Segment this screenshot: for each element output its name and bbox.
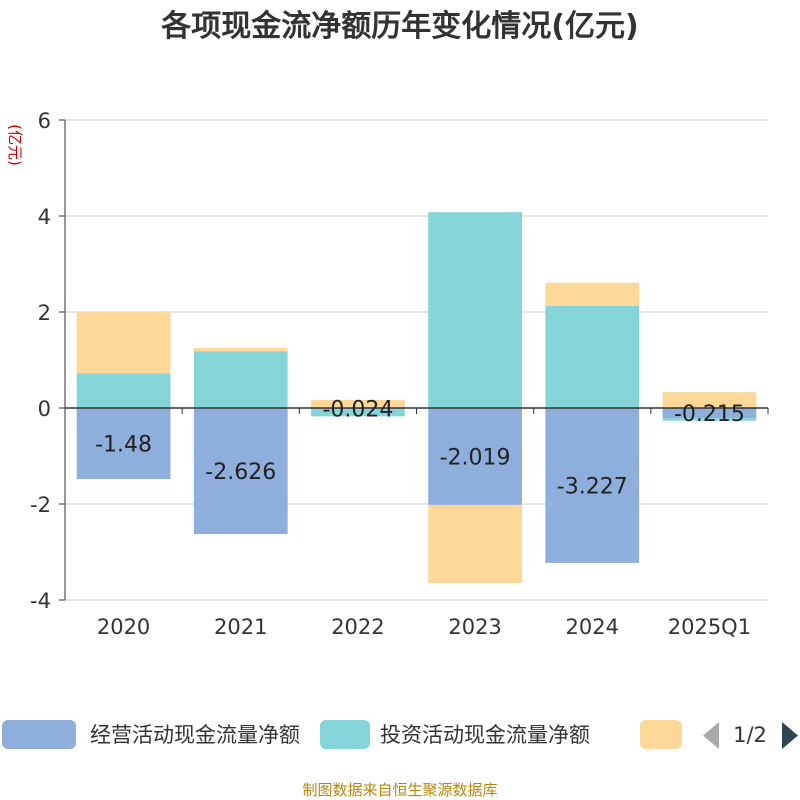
chart-title: 各项现金流净额历年变化情况(亿元)	[160, 9, 638, 44]
bar-2021-series-1	[193, 351, 288, 408]
y-axis-unit: (亿元)	[6, 124, 24, 166]
x-tick-label: 2021	[214, 615, 267, 639]
y-tick-label: 6	[38, 109, 51, 133]
bar-2022-series-2	[311, 399, 405, 408]
y-tick-label: 4	[38, 205, 51, 229]
x-tick-label: 2022	[331, 615, 384, 639]
y-tick-label: -2	[30, 493, 51, 517]
legend-swatch-operating[interactable]	[2, 720, 76, 749]
bar-2025Q1-series-2	[662, 392, 757, 408]
legend: 经营活动现金流量净额 投资活动现金流量净额 1/2	[2, 720, 798, 749]
x-tick-label: 2020	[97, 615, 150, 639]
data-source: 制图数据来自恒生聚源数据库	[302, 781, 497, 799]
legend-page-indicator: 1/2	[733, 723, 767, 747]
x-tick-label: 2024	[566, 615, 619, 639]
bar-2021-series-0	[193, 408, 288, 535]
bar-2024-series-0	[545, 408, 640, 563]
data-labels: -1.48 -2.626 -0.024 -2.019 -3.227 -0.215	[95, 398, 745, 500]
legend-label-operating[interactable]: 经营活动现金流量净额	[90, 723, 300, 747]
bar-2023-series-1	[428, 212, 522, 408]
x-tick-label: 2023	[448, 615, 501, 639]
axes: -4 -2 0 2 4 6 2020 2021 2022 2023 2024 2025Q1	[30, 109, 769, 639]
data-label-2025Q1: -0.215	[674, 402, 745, 427]
bar-2020-series-1	[76, 373, 171, 408]
bar-2021-series-2	[193, 348, 288, 352]
bar-2023-series-2	[428, 504, 522, 584]
bar-2020-series-2	[76, 312, 171, 374]
bar-2023-series-0	[428, 408, 522, 505]
data-label-2023: -2.019	[440, 445, 511, 470]
bar-2025Q1-series-0	[662, 408, 757, 419]
bar-2020-series-0	[76, 408, 171, 480]
y-tick-label: -4	[30, 589, 51, 613]
bar-2024-series-1	[545, 305, 640, 408]
legend-swatch-investing[interactable]	[320, 720, 370, 749]
data-label-2024: -3.227	[557, 474, 628, 499]
bar-2022-series-1	[311, 409, 405, 417]
bar-2024-series-2	[545, 282, 640, 306]
x-tick-label: 2025Q1	[668, 615, 751, 639]
y-tick-label: 2	[38, 301, 51, 325]
y-tick-label: 0	[38, 397, 51, 421]
legend-prev-page-icon[interactable]	[703, 722, 719, 749]
legend-swatch-financing[interactable]	[640, 720, 682, 749]
legend-next-page-icon[interactable]	[782, 722, 798, 749]
data-label-2021: -2.626	[205, 460, 276, 485]
legend-label-investing[interactable]: 投资活动现金流量净额	[380, 723, 590, 747]
data-label-2020: -1.48	[95, 433, 152, 458]
bar-2025Q1-series-1	[662, 418, 757, 421]
bars	[76, 212, 757, 584]
data-label-2022: -0.024	[322, 398, 393, 423]
